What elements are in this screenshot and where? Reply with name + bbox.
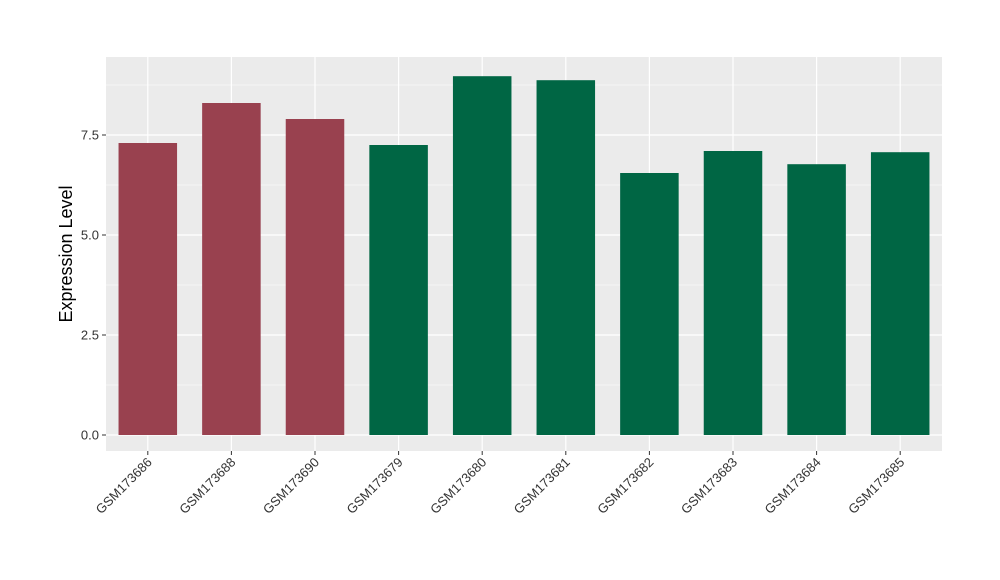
bar-GSM173684 bbox=[787, 164, 846, 435]
y-tick-label: 0.0 bbox=[81, 428, 99, 443]
x-tick-label: GSM173686 bbox=[93, 455, 155, 517]
bars bbox=[118, 76, 930, 435]
x-tick-label: GSM173685 bbox=[845, 455, 907, 517]
x-tick-label: GSM173688 bbox=[176, 455, 238, 517]
bar-GSM173688 bbox=[202, 103, 261, 435]
y-tick-label: 2.5 bbox=[81, 328, 99, 343]
y-tick-label: 7.5 bbox=[81, 128, 99, 143]
x-tick-label: GSM173683 bbox=[678, 455, 740, 517]
bar-GSM173680 bbox=[452, 76, 512, 435]
x-tick-label: GSM173682 bbox=[594, 455, 656, 517]
y-axis-title: Expression Level bbox=[56, 185, 76, 322]
x-tick-label: GSM173679 bbox=[343, 455, 405, 517]
x-tick-label: GSM173690 bbox=[260, 455, 322, 517]
x-tick-label: GSM173680 bbox=[427, 455, 489, 517]
bar-GSM173682 bbox=[620, 173, 679, 435]
y-axis: 0.0 2.5 5.0 7.5 bbox=[81, 128, 106, 443]
bar-GSM173690 bbox=[285, 119, 345, 435]
bar-GSM173685 bbox=[870, 152, 930, 435]
x-tick-label: GSM173681 bbox=[511, 455, 573, 517]
y-tick-label: 5.0 bbox=[81, 228, 99, 243]
bar-GSM173683 bbox=[703, 151, 763, 435]
bar-GSM173679 bbox=[369, 145, 428, 435]
bar-GSM173681 bbox=[536, 80, 596, 435]
bar-GSM173686 bbox=[118, 143, 178, 435]
x-tick-label: GSM173684 bbox=[761, 455, 823, 517]
x-axis: GSM173686 GSM173688 GSM173690 GSM173679 GSM1… bbox=[93, 451, 907, 517]
